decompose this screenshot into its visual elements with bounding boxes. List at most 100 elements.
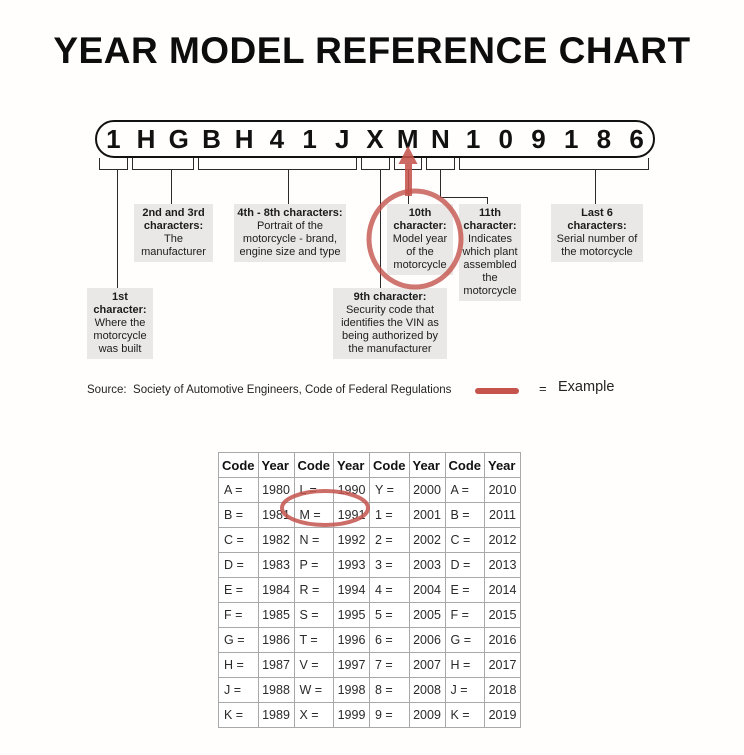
callout-label: Last 6 characters: (567, 207, 627, 232)
vin-character: B (202, 124, 221, 154)
code-cell: B = (218, 502, 259, 528)
code-cell: D = (218, 552, 259, 578)
code-cell: J = (444, 677, 485, 703)
callout-label: 11th character: (463, 207, 517, 232)
year-cell: 2014 (484, 577, 521, 603)
year-code-table-body: A = 1980 L = 1990 Y = 2000 A = 2010 B = 1981 M = 19… (218, 477, 521, 728)
table-header-cell: Year (257, 452, 295, 478)
table-row: A = 1980 L = 1990 Y = 2000 A = 2010 (218, 477, 521, 503)
callout-last-6-characters: Last 6 characters: Serial number of the … (551, 204, 643, 262)
year-cell: 1994 (333, 577, 370, 603)
callout-label: 1st character: (93, 291, 147, 316)
code-cell: F = (218, 602, 259, 628)
year-cell: 2009 (408, 702, 446, 728)
callout-desc: Indicates which plant assembled the moto… (462, 233, 518, 297)
table-row: J = 1988 W = 1998 8 = 2008 J = 2018 (218, 677, 521, 703)
year-cell: 1983 (257, 552, 295, 578)
year-cell: 1995 (333, 602, 370, 628)
year-cell: 2005 (408, 602, 446, 628)
callout-desc: Serial number of the motorcycle (556, 233, 638, 258)
code-cell: T = (293, 627, 334, 653)
year-cell: 2012 (484, 527, 521, 553)
table-header-row: Code Year Code Year Code Year Code Year (218, 452, 521, 478)
year-cell: 1986 (257, 627, 295, 653)
year-cell: 2010 (484, 477, 521, 503)
vin-character: J (335, 124, 350, 154)
code-cell: A = (444, 477, 485, 503)
year-cell: 1996 (333, 627, 370, 653)
year-cell: 1984 (257, 577, 295, 603)
code-cell: W = (293, 677, 334, 703)
year-cell: 1982 (257, 527, 295, 553)
year-cell: 1991 (333, 502, 370, 528)
vin-character: 9 (531, 124, 546, 154)
vin-character: M (396, 124, 419, 154)
code-cell: 7 = (369, 652, 410, 678)
page-title: YEAR MODEL REFERENCE CHART (53, 30, 691, 71)
code-cell: V = (293, 652, 334, 678)
year-cell: 2018 (484, 677, 521, 703)
callout-label: 4th - 8th characters: (237, 207, 343, 219)
year-cell: 1999 (333, 702, 370, 728)
callout-1st-character: 1st character: Where the motorcycle was … (87, 288, 153, 359)
code-cell: C = (444, 527, 485, 553)
code-cell: C = (218, 527, 259, 553)
year-code-table: Code Year Code Year Code Year Code Year A = 1980… (218, 452, 521, 728)
code-cell: J = (218, 677, 259, 703)
vin-character: 4 (269, 124, 285, 154)
table-header-cell: Code (369, 452, 410, 478)
year-cell: 2008 (408, 677, 446, 703)
code-cell: H = (218, 652, 259, 678)
vin-character: 1 (106, 124, 121, 154)
code-cell: 4 = (369, 577, 410, 603)
example-red-line-icon (475, 388, 519, 394)
year-cell: 2001 (408, 502, 446, 528)
year-cell: 1993 (333, 552, 370, 578)
code-cell: E = (444, 577, 485, 603)
year-cell: 2019 (484, 702, 521, 728)
callout-label: 9th character: (353, 291, 427, 303)
code-cell: 8 = (369, 677, 410, 703)
table-header-cell: Year (333, 452, 370, 478)
year-cell: 1987 (257, 652, 295, 678)
year-cell: 1990 (333, 477, 370, 503)
code-cell: K = (218, 702, 259, 728)
code-cell: 9 = (369, 702, 410, 728)
code-cell: X = (293, 702, 334, 728)
vin-character: 1 (465, 124, 481, 154)
code-cell: G = (444, 627, 485, 653)
table-header-cell: Year (484, 452, 521, 478)
table-header-cell: Code (218, 452, 259, 478)
year-cell: 2017 (484, 652, 521, 678)
callout-2nd-3rd-characters: 2nd and 3rd characters: The manufacturer (134, 204, 213, 262)
vin-character: 1 (563, 124, 579, 154)
table-row: C = 1982 N = 1992 2 = 2002 C = 2012 (218, 527, 521, 553)
year-cell: 2007 (408, 652, 446, 678)
code-cell: P = (293, 552, 334, 578)
callout-10th-character: 10th character: Model year of the motorc… (387, 204, 453, 275)
code-cell: 6 = (369, 627, 410, 653)
code-cell: S = (293, 602, 334, 628)
legend-example-label: Example (558, 379, 615, 395)
table-row: D = 1983 P = 1993 3 = 2003 D = 2013 (218, 552, 521, 578)
code-cell: B = (444, 502, 485, 528)
year-cell: 2016 (484, 627, 521, 653)
year-cell: 1980 (257, 477, 295, 503)
table-row: B = 1981 M = 1991 1 = 2001 B = 2011 (218, 502, 521, 528)
callout-desc: Security code that identifies the VIN as… (341, 304, 439, 355)
code-cell: 5 = (369, 602, 410, 628)
code-cell: N = (293, 527, 334, 553)
table-header-cell: Year (408, 452, 446, 478)
year-cell: 2000 (408, 477, 446, 503)
table-row: H = 1987 V = 1997 7 = 2007 H = 2017 (218, 652, 521, 678)
callout-desc: Where the motorcycle was built (93, 317, 147, 355)
table-header-cell: Code (444, 452, 485, 478)
code-cell: 2 = (369, 527, 410, 553)
code-cell: D = (444, 552, 485, 578)
vin-character: N (430, 124, 450, 154)
code-cell: 3 = (369, 552, 410, 578)
code-cell: H = (444, 652, 485, 678)
year-cell: 2006 (408, 627, 446, 653)
